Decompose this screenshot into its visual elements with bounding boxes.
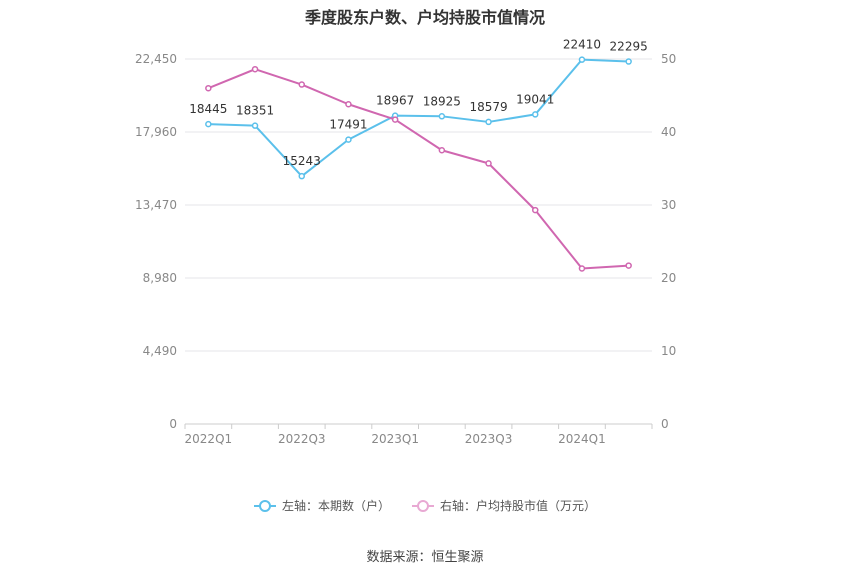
data-point-right [251, 65, 259, 73]
data-point-left [532, 111, 539, 118]
data-point-right [205, 84, 212, 92]
left-axis-tick-label: 17,960 [135, 125, 177, 139]
left-axis-tick-label: 22,450 [135, 52, 177, 66]
x-axis-tick-label: 2022Q3 [278, 432, 326, 446]
legend-item-right[interactable]: 右轴：户均持股市值（万元） [412, 497, 596, 514]
x-axis-tick-label: 2023Q3 [465, 432, 513, 446]
right-axis-tick-label: 20 [661, 271, 676, 285]
chart-title: 季度股东户数、户均持股市值情况 [304, 8, 545, 27]
data-label: 18925 [423, 94, 461, 108]
series-line-right [207, 68, 629, 270]
chart-legend: 左轴：本期数（户） 右轴：户均持股市值（万元） [0, 497, 850, 514]
data-point-left [205, 120, 212, 128]
data-point-right [578, 265, 586, 272]
data-point-right [485, 160, 492, 167]
data-point-left [251, 122, 259, 129]
legend-swatch-left-icon [253, 499, 276, 512]
series-line-left [208, 58, 629, 178]
source-note: 数据来源：恒生聚源 [366, 550, 484, 565]
data-point-left [345, 136, 352, 143]
x-axis-tick-label: 2024Q1 [558, 432, 606, 446]
data-label: 18967 [376, 94, 414, 108]
data-point-right [438, 147, 446, 154]
x-axis-tick-label: 2022Q1 [185, 432, 233, 446]
data-point-left [298, 172, 305, 180]
data-point-right [298, 81, 305, 88]
right-axis-tick-label: 10 [661, 344, 676, 358]
left-axis-tick-label: 4,490 [143, 344, 177, 358]
data-point-left [485, 118, 492, 126]
data-label: 22410 [563, 38, 601, 52]
data-point-right [625, 262, 632, 269]
data-point-left [625, 58, 632, 65]
left-axis-tick-label: 13,470 [135, 198, 177, 212]
data-label: 17491 [329, 118, 367, 132]
data-point-right [391, 116, 399, 123]
x-axis-tick-label: 2023Q1 [371, 432, 419, 446]
data-label: 18445 [189, 102, 227, 116]
data-label: 18579 [469, 100, 507, 114]
right-axis-tick-label: 0 [661, 417, 669, 431]
right-axis-tick-label: 40 [661, 125, 676, 139]
legend-label-left: 左轴：本期数（户） [281, 499, 390, 513]
data-point-left [438, 113, 446, 120]
legend-item-left[interactable]: 左轴：本期数（户） [253, 497, 390, 514]
right-axis-tick-label: 30 [661, 198, 676, 212]
data-label: 15243 [283, 154, 321, 168]
data-point-right [532, 206, 539, 214]
left-axis-tick-label: 8,980 [143, 271, 177, 285]
legend-label-right: 右轴：户均持股市值（万元） [440, 499, 597, 513]
right-axis-tick-label: 50 [661, 52, 676, 66]
data-label: 19041 [516, 92, 554, 106]
legend-swatch-right-icon [412, 499, 434, 512]
data-label: 18351 [236, 104, 274, 118]
data-label: 22295 [610, 40, 648, 54]
data-point-left [578, 56, 586, 63]
data-point-right [345, 101, 352, 108]
left-axis-tick-label: 0 [169, 417, 177, 431]
